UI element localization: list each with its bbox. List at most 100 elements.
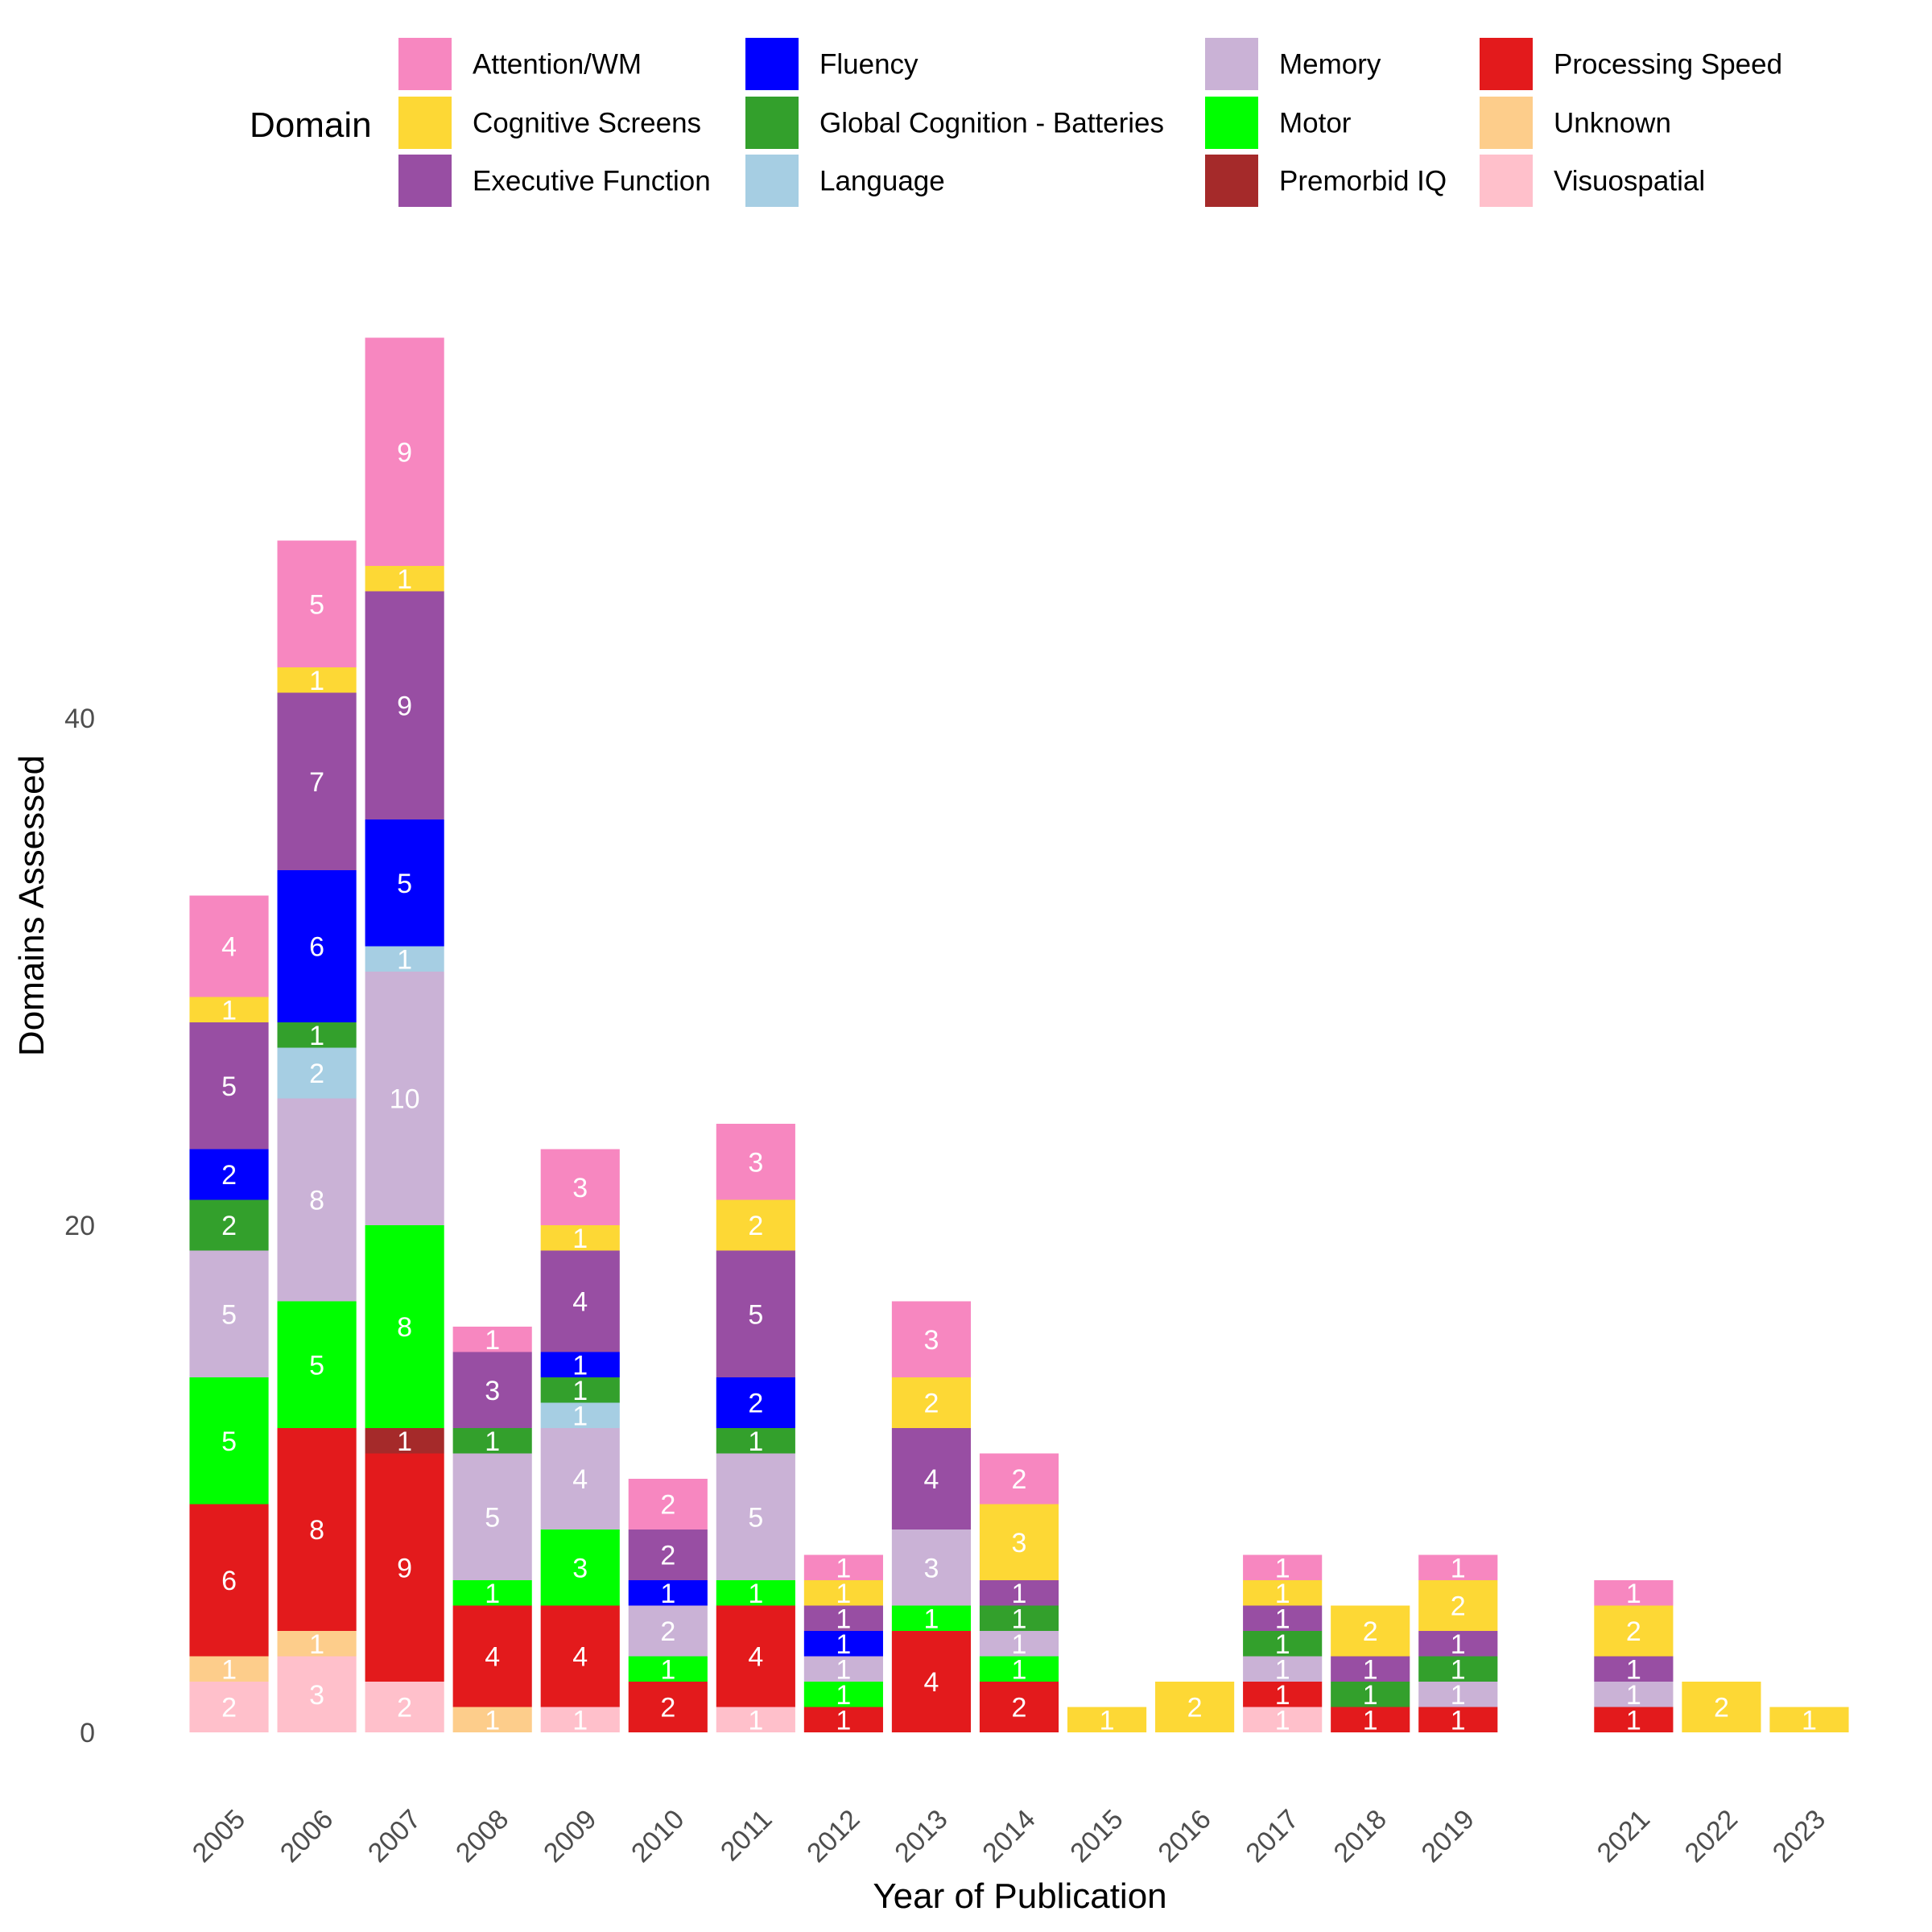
bar-segment-2006-memory <box>277 1098 357 1302</box>
bars-layer: 2165522514318582167152918101591914151311… <box>189 337 1849 1736</box>
bar-segment-2010-processing-speed <box>628 1682 708 1732</box>
x-tick-label-2008: 2008 <box>450 1804 514 1868</box>
bar-segment-2014-processing-speed <box>979 1682 1059 1732</box>
legend-key-premorbid-iq <box>1205 155 1258 207</box>
bar-segment-2017-processing-speed <box>1243 1682 1323 1707</box>
bar-segment-2006-processing-speed <box>277 1428 357 1631</box>
y-axis-title: Domains Assessed <box>12 755 52 1056</box>
bar-value-label-2005-attention-wm: 4 <box>221 932 237 963</box>
bar-value-label-2011-motor: 1 <box>748 1579 763 1609</box>
bar-segment-2008-memory <box>452 1453 532 1580</box>
bar-value-label-2010-attention-wm: 2 <box>660 1490 675 1521</box>
bar-value-label-2019-global-cognition-batteries: 1 <box>1451 1654 1466 1685</box>
bar-segment-2007-executive-function <box>365 591 444 819</box>
bar-value-label-2019-executive-function: 1 <box>1451 1629 1466 1660</box>
bar-value-label-2006-executive-function: 7 <box>309 767 324 798</box>
x-tick-label-2007: 2007 <box>362 1804 427 1868</box>
bar-segment-2013-memory <box>891 1530 972 1606</box>
legend-key-fluency <box>745 38 799 90</box>
bar-value-label-2012-fluency: 1 <box>836 1629 851 1660</box>
bar-segment-2005-cognitive-screens <box>189 997 269 1022</box>
bar-value-label-2021-cognitive-screens: 2 <box>1626 1616 1641 1647</box>
bar-segment-2011-memory <box>716 1453 795 1580</box>
bar-value-label-2005-executive-function: 5 <box>221 1071 237 1102</box>
bar-value-label-2021-memory: 1 <box>1626 1680 1641 1711</box>
bar-segment-2022-cognitive-screens <box>1682 1682 1761 1732</box>
x-tick-label-2013: 2013 <box>889 1804 953 1868</box>
x-tick-label-2017: 2017 <box>1240 1804 1304 1868</box>
bar-value-label-2011-visuospatial: 1 <box>748 1705 763 1736</box>
bar-segment-2013-cognitive-screens <box>891 1377 972 1428</box>
bar-value-label-2005-processing-speed: 6 <box>221 1566 237 1596</box>
bar-segment-2011-attention-wm <box>716 1124 795 1200</box>
bar-value-label-2009-global-cognition-batteries: 1 <box>572 1376 588 1406</box>
bar-segment-2009-motor <box>540 1530 620 1606</box>
bar-segment-2011-motor <box>716 1580 795 1606</box>
bar-value-label-2008-unknown: 1 <box>485 1705 500 1736</box>
bar-segment-2014-executive-function <box>979 1580 1059 1606</box>
bar-value-label-2017-global-cognition-batteries: 1 <box>1275 1629 1290 1660</box>
bar-segment-2012-processing-speed <box>803 1707 883 1732</box>
bar-value-label-2013-processing-speed: 4 <box>923 1667 939 1698</box>
bar-segment-2019-executive-function <box>1418 1631 1498 1657</box>
legend-key-cognitive-screens <box>398 97 452 149</box>
bar-segment-2010-memory <box>628 1605 708 1657</box>
bar-value-label-2013-memory: 3 <box>923 1553 939 1583</box>
bar-segment-2012-motor <box>803 1682 883 1707</box>
bar-segment-2012-cognitive-screens <box>803 1580 883 1606</box>
legend-label-processing-speed: Processing Speed <box>1554 49 1782 80</box>
bar-segment-2009-global-cognition-batteries <box>540 1377 620 1403</box>
bar-segment-2009-fluency <box>540 1352 620 1377</box>
bar-segment-2017-executive-function <box>1243 1605 1323 1631</box>
bar-segment-2009-visuospatial <box>540 1707 620 1732</box>
bar-segment-2006-unknown <box>277 1631 357 1657</box>
bar-value-label-2011-memory: 5 <box>748 1502 763 1533</box>
bar-segment-2005-memory <box>189 1250 269 1377</box>
legend-key-unknown <box>1480 97 1533 149</box>
bar-value-label-2005-fluency: 2 <box>221 1160 237 1191</box>
bar-value-label-2014-attention-wm: 2 <box>1012 1464 1027 1495</box>
bar-value-label-2023-cognitive-screens: 1 <box>1802 1705 1817 1736</box>
bar-segment-2005-executive-function <box>189 1022 269 1150</box>
x-tick-label-2006: 2006 <box>275 1804 339 1868</box>
bar-value-label-2005-cognitive-screens: 1 <box>221 995 237 1026</box>
x-tick-label-2016: 2016 <box>1152 1804 1216 1868</box>
bar-segment-2008-motor <box>452 1580 532 1606</box>
legend-title: Domain <box>250 105 372 145</box>
bar-value-label-2019-cognitive-screens: 2 <box>1451 1591 1466 1622</box>
bar-segment-2014-motor <box>979 1656 1059 1682</box>
bar-value-label-2006-motor: 5 <box>309 1350 324 1381</box>
bar-value-label-2005-motor: 5 <box>221 1426 237 1457</box>
legend-label-language: Language <box>819 166 945 197</box>
bar-value-label-2006-attention-wm: 5 <box>309 589 324 620</box>
bar-segment-2007-fluency <box>365 819 444 947</box>
bar-value-label-2008-executive-function: 3 <box>485 1376 500 1406</box>
x-tick-label-2009: 2009 <box>538 1804 602 1868</box>
bar-value-label-2005-global-cognition-batteries: 2 <box>221 1211 237 1241</box>
bar-value-label-2007-language: 1 <box>397 944 412 975</box>
bar-value-label-2021-processing-speed: 1 <box>1626 1705 1641 1736</box>
bar-segment-2013-executive-function <box>891 1428 972 1530</box>
bar-value-label-2011-cognitive-screens: 2 <box>748 1211 763 1241</box>
bar-value-label-2006-global-cognition-batteries: 1 <box>309 1021 324 1051</box>
bar-segment-2014-memory <box>979 1631 1059 1657</box>
bar-value-label-2005-memory: 5 <box>221 1299 237 1330</box>
legend-key-attention-wm <box>398 38 452 90</box>
bar-value-label-2022-cognitive-screens: 2 <box>1714 1693 1729 1724</box>
bar-value-label-2017-cognitive-screens: 1 <box>1275 1579 1290 1609</box>
bar-value-label-2008-attention-wm: 1 <box>485 1325 500 1356</box>
bar-value-label-2007-cognitive-screens: 1 <box>397 564 412 595</box>
y-tick-label-20: 20 <box>64 1211 95 1241</box>
bar-segment-2021-attention-wm <box>1594 1580 1674 1606</box>
bar-segment-2007-visuospatial <box>365 1682 444 1732</box>
bar-segment-2011-processing-speed <box>716 1605 795 1707</box>
x-tick-label-2023: 2023 <box>1767 1804 1831 1868</box>
bar-segment-2012-memory <box>803 1656 883 1682</box>
bar-segment-2018-global-cognition-batteries <box>1331 1682 1410 1707</box>
bar-value-label-2007-attention-wm: 9 <box>397 437 412 468</box>
bar-value-label-2010-processing-speed: 2 <box>660 1693 675 1724</box>
bar-segment-2006-fluency <box>277 870 357 1022</box>
legend-label-attention-wm: Attention/WM <box>473 49 642 80</box>
legend-key-language <box>745 155 799 207</box>
